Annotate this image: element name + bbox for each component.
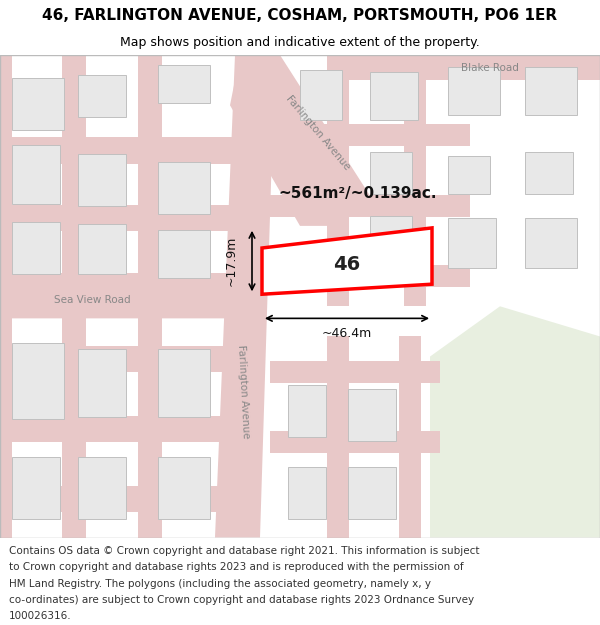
- Bar: [12, 344, 64, 419]
- Bar: [0, 273, 232, 299]
- Text: Blake Road: Blake Road: [461, 63, 519, 73]
- Bar: [78, 224, 126, 274]
- Bar: [348, 467, 396, 519]
- Bar: [62, 55, 86, 538]
- Bar: [525, 151, 573, 194]
- Bar: [399, 336, 421, 538]
- Text: 46: 46: [334, 254, 361, 274]
- Bar: [138, 55, 162, 538]
- Bar: [0, 416, 232, 442]
- Text: Map shows position and indicative extent of the property.: Map shows position and indicative extent…: [120, 36, 480, 49]
- Bar: [78, 75, 126, 118]
- Bar: [300, 70, 342, 121]
- Bar: [525, 218, 577, 268]
- Bar: [158, 65, 210, 103]
- Bar: [0, 205, 232, 231]
- Polygon shape: [0, 278, 248, 318]
- Bar: [348, 389, 396, 441]
- Text: co-ordinates) are subject to Crown copyright and database rights 2023 Ordnance S: co-ordinates) are subject to Crown copyr…: [9, 595, 474, 605]
- Bar: [158, 161, 210, 214]
- Bar: [270, 195, 470, 217]
- Text: Sea View Road: Sea View Road: [53, 295, 130, 305]
- Bar: [78, 457, 126, 519]
- Bar: [370, 151, 412, 194]
- Bar: [158, 230, 210, 278]
- Bar: [12, 457, 60, 519]
- Polygon shape: [262, 228, 432, 294]
- Bar: [448, 218, 496, 268]
- Bar: [525, 67, 577, 115]
- Text: to Crown copyright and database rights 2023 and is reproduced with the permissio: to Crown copyright and database rights 2…: [9, 562, 464, 572]
- Bar: [78, 349, 126, 417]
- Bar: [0, 486, 232, 512]
- Bar: [327, 336, 349, 538]
- Text: Farlington Avenue: Farlington Avenue: [284, 93, 352, 172]
- Bar: [12, 78, 64, 131]
- Bar: [448, 156, 490, 194]
- Bar: [12, 146, 60, 204]
- Bar: [270, 265, 470, 288]
- Bar: [0, 346, 232, 372]
- Bar: [78, 154, 126, 206]
- Polygon shape: [215, 55, 275, 538]
- Bar: [327, 55, 349, 306]
- Bar: [0, 138, 232, 164]
- Text: Farlington Avenue: Farlington Avenue: [236, 344, 250, 439]
- Bar: [370, 72, 418, 121]
- Polygon shape: [345, 55, 600, 80]
- Bar: [448, 67, 500, 115]
- Text: ~561m²/~0.139ac.: ~561m²/~0.139ac.: [279, 186, 437, 201]
- Bar: [270, 361, 440, 382]
- Bar: [288, 467, 326, 519]
- Polygon shape: [230, 55, 370, 226]
- Text: ~46.4m: ~46.4m: [322, 327, 372, 340]
- Text: 46, FARLINGTON AVENUE, COSHAM, PORTSMOUTH, PO6 1ER: 46, FARLINGTON AVENUE, COSHAM, PORTSMOUT…: [43, 8, 557, 23]
- Text: ~17.9m: ~17.9m: [225, 236, 238, 286]
- Bar: [404, 55, 426, 306]
- Bar: [158, 349, 210, 417]
- Bar: [270, 431, 440, 453]
- Text: HM Land Registry. The polygons (including the associated geometry, namely x, y: HM Land Registry. The polygons (includin…: [9, 579, 431, 589]
- Bar: [12, 222, 60, 274]
- Bar: [0, 55, 12, 538]
- Bar: [158, 457, 210, 519]
- Bar: [288, 385, 326, 437]
- Bar: [270, 124, 470, 146]
- Text: Contains OS data © Crown copyright and database right 2021. This information is : Contains OS data © Crown copyright and d…: [9, 546, 479, 556]
- Bar: [370, 216, 412, 268]
- Text: 100026316.: 100026316.: [9, 611, 71, 621]
- Polygon shape: [430, 306, 600, 538]
